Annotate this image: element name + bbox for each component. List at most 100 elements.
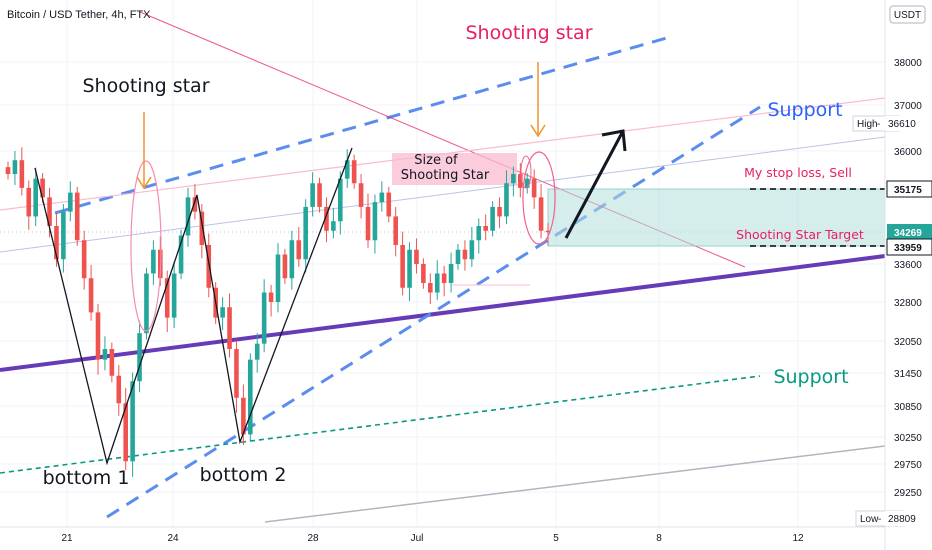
candle-body — [358, 183, 364, 207]
x-tick-label: 21 — [61, 533, 73, 544]
candle-body — [379, 192, 385, 203]
candle-body — [61, 211, 66, 260]
candle-body — [282, 254, 288, 279]
candle-body — [254, 343, 260, 360]
candle-body — [296, 240, 302, 260]
y-tick-label: 37000 — [894, 101, 922, 112]
candle-body — [331, 221, 336, 231]
y-tick-label: 30850 — [894, 402, 922, 413]
currency-button-label: USDT — [894, 10, 921, 21]
candle-body — [74, 192, 80, 241]
shooting-star-ellipse-small — [520, 155, 532, 189]
high-label: High — [857, 119, 878, 130]
candle-body — [275, 254, 281, 302]
shooting-star-ellipse-right — [522, 151, 556, 245]
y-tick-label: 33600 — [894, 260, 922, 271]
candle-body — [178, 235, 184, 274]
candle-body — [490, 206, 495, 231]
x-tick-label: Jul — [411, 533, 424, 544]
candle-body — [434, 273, 440, 293]
high-tag: High 36610 - — [852, 115, 932, 132]
currency-button[interactable]: USDT — [889, 5, 926, 24]
target-price-tag: 33959 — [886, 238, 932, 256]
candle-body — [511, 174, 516, 184]
candle-body — [469, 240, 475, 260]
high-value: 36610 — [888, 119, 916, 130]
target-price: 33959 — [894, 243, 922, 254]
x-tick-label: 24 — [167, 533, 179, 544]
candle-body — [448, 264, 454, 283]
candle-body — [261, 292, 267, 344]
candle-body — [241, 397, 246, 435]
candle-body — [220, 307, 225, 318]
x-tick-label: 8 — [656, 533, 662, 544]
candle-body — [524, 178, 530, 188]
candle-body — [441, 273, 447, 283]
low-value: 28809 — [888, 514, 916, 525]
candle-body — [40, 178, 45, 198]
candle-body — [234, 349, 239, 398]
candle-body — [268, 292, 274, 302]
candle-body — [518, 174, 523, 188]
candle-body — [171, 273, 177, 318]
candle-body — [109, 349, 115, 376]
candle-body — [372, 202, 378, 241]
candle-body — [95, 312, 101, 360]
y-tick-label: 30250 — [894, 433, 922, 444]
x-axis-labels: 21 24 28 Jul 5 8 12 — [61, 533, 804, 544]
candle-body — [476, 226, 482, 241]
candle-body — [386, 192, 392, 217]
candle-body — [407, 249, 412, 288]
x-tick-label: 28 — [307, 533, 319, 544]
x-tick-label: 5 — [553, 533, 559, 544]
candle-body — [81, 240, 87, 279]
y-tick-label: 36000 — [894, 147, 922, 158]
candle-body — [102, 349, 108, 360]
svg-text:-: - — [878, 514, 881, 525]
candle-body — [248, 359, 253, 435]
candle-body — [344, 160, 350, 179]
candle-body — [538, 197, 544, 231]
candle-body — [531, 178, 537, 198]
candle-body — [164, 278, 170, 318]
candle-body — [33, 178, 38, 217]
low-tag: Low 28809 - — [855, 510, 932, 527]
svg-text:-: - — [877, 119, 880, 130]
size-box-label: Size of Shooting Star — [401, 153, 490, 183]
candle-body — [289, 240, 295, 279]
candle-body — [338, 178, 343, 222]
candle-body — [227, 307, 232, 349]
candle-body — [545, 230, 551, 233]
shooting-star-ellipse-left — [130, 160, 162, 332]
candle-body — [462, 249, 468, 260]
last-price: 34269 — [894, 228, 922, 239]
candle-body — [88, 278, 94, 313]
candle-body — [497, 206, 502, 217]
candle-body — [5, 167, 11, 175]
blue-channel-top — [54, 35, 671, 215]
y-tick-label: 29250 — [894, 488, 922, 499]
support-label-upper: Support — [767, 99, 842, 121]
arrow-up-right-icon — [564, 129, 627, 239]
y-tick-label: 29750 — [894, 460, 922, 471]
light-blue-line — [0, 136, 886, 253]
candle-body — [12, 160, 18, 175]
y-tick-label: 32050 — [894, 337, 922, 348]
target-zone — [547, 188, 886, 247]
candle-body — [365, 206, 371, 241]
x-tick-label: 12 — [792, 533, 804, 544]
stop-loss-price: 35175 — [894, 185, 922, 196]
candle-body — [303, 206, 308, 260]
candle-body — [116, 375, 122, 404]
candle-body — [483, 226, 488, 231]
price-axis — [885, 0, 932, 550]
candle-body — [324, 206, 329, 231]
candle-body — [144, 273, 149, 334]
candle-body — [130, 381, 135, 462]
grey-trendline — [264, 445, 886, 523]
last-price-tag: 34269 — [887, 224, 932, 240]
y-tick-label: 38000 — [894, 58, 922, 69]
candle-body — [199, 211, 205, 245]
candle-body — [68, 192, 73, 212]
